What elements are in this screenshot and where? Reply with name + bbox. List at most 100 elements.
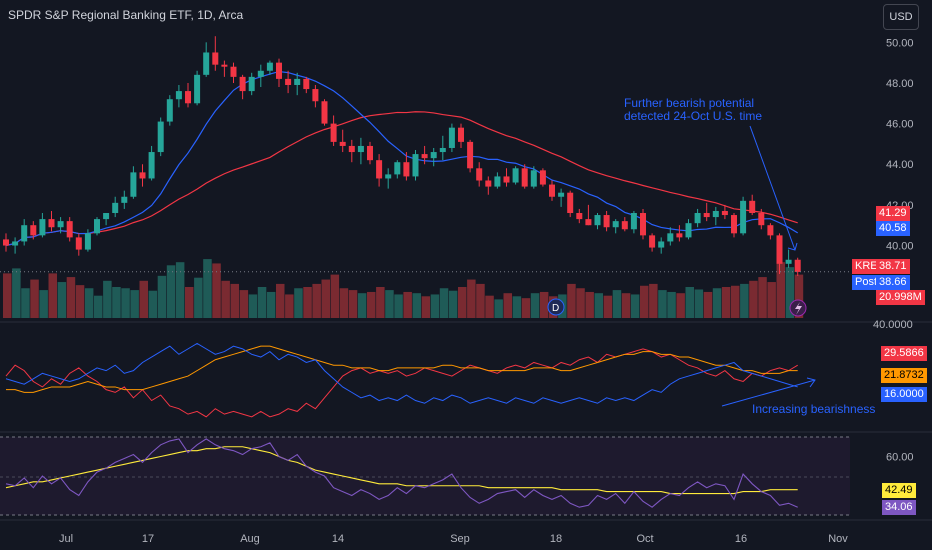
rsi-value-label: 34.06	[882, 500, 916, 515]
volume-bar	[84, 288, 94, 318]
candle	[603, 210, 610, 232]
x-tick-label: 14	[332, 533, 344, 545]
candle-body	[312, 89, 319, 102]
volume-bar	[658, 290, 667, 318]
dmi-value-label: 29.5866	[881, 346, 927, 361]
candle-body	[66, 221, 73, 238]
candle	[248, 72, 255, 96]
volume-bar	[330, 274, 340, 318]
chart-title: SPDR S&P Regional Banking ETF, 1D, Arca	[8, 8, 244, 22]
volume-bar	[157, 275, 167, 318]
candle-body	[139, 172, 146, 179]
candle	[558, 188, 565, 207]
volume-bar	[603, 295, 613, 318]
candle-body	[30, 225, 37, 236]
volume-bar	[458, 287, 467, 318]
candle-body	[257, 70, 264, 77]
candle	[494, 172, 501, 189]
volume-bar	[576, 288, 585, 318]
candle	[521, 164, 528, 189]
volume-bar	[476, 283, 485, 318]
volume-bar	[130, 290, 139, 318]
x-tick-label: 16	[735, 533, 747, 545]
candle-body	[640, 213, 646, 236]
candle-body	[567, 192, 574, 214]
price-tick-label: 44.00	[886, 159, 914, 171]
candle	[175, 84, 182, 108]
candle-body	[703, 213, 710, 218]
volume-bar	[66, 277, 76, 318]
candle-body	[758, 213, 765, 226]
volume-bar	[121, 288, 130, 318]
candle-body	[476, 168, 483, 181]
candle-body	[12, 241, 19, 246]
currency-button[interactable]: USD	[883, 4, 919, 30]
candle	[294, 72, 301, 96]
candle	[321, 99, 328, 126]
candle-body	[94, 219, 100, 234]
candle	[658, 237, 665, 254]
volume-bar	[339, 288, 349, 318]
candle	[649, 233, 656, 252]
candle	[594, 213, 601, 230]
volume-bar	[321, 279, 330, 318]
candle-body	[458, 127, 464, 142]
rsi-ma-value-label: 42.49	[882, 483, 916, 498]
candle-body	[103, 213, 110, 220]
candle-body	[421, 154, 428, 159]
volume-bar	[667, 291, 676, 318]
candle-body	[439, 147, 446, 153]
rsi-line	[5, 438, 798, 508]
volume-bar	[630, 294, 640, 318]
volume-bar	[785, 267, 795, 318]
volume-bar	[612, 290, 622, 318]
candle	[549, 180, 555, 201]
volume-label: 20.998M	[876, 290, 925, 305]
candle-body	[785, 259, 792, 264]
x-tick-label: 17	[142, 533, 154, 545]
candle-body	[84, 233, 91, 250]
volume-bar	[731, 285, 740, 318]
x-tick-label: Jul	[59, 533, 73, 545]
candle-body	[21, 225, 28, 242]
candle-body	[175, 91, 182, 100]
candle-body	[157, 121, 164, 153]
candle-body	[776, 235, 783, 264]
volume-bar	[21, 288, 30, 318]
candle-body	[494, 176, 501, 187]
candle	[767, 223, 774, 240]
candle	[12, 237, 19, 254]
volume-bar	[294, 288, 303, 318]
volume-bar	[230, 283, 239, 318]
volume-bar	[685, 287, 694, 318]
candle	[185, 82, 191, 108]
candle-body	[230, 66, 237, 77]
candle	[385, 168, 392, 189]
volume-bar	[367, 291, 376, 318]
candle	[576, 208, 583, 224]
candle-body	[321, 101, 328, 124]
volume-bar	[285, 294, 294, 318]
volume-bar	[185, 287, 194, 318]
candle	[312, 84, 319, 108]
candle	[694, 208, 701, 228]
candle-body	[239, 76, 246, 92]
candle-body	[394, 162, 401, 175]
candle-body	[731, 215, 737, 234]
candle	[685, 219, 692, 240]
volume-bar	[585, 291, 594, 318]
candle-body	[121, 196, 128, 203]
candle	[403, 152, 410, 181]
candle	[130, 166, 137, 199]
candle-body	[166, 99, 173, 122]
volume-bar	[439, 288, 449, 318]
candle	[585, 204, 592, 226]
x-tick-label: 18	[550, 533, 562, 545]
volume-bar	[239, 290, 249, 318]
price-tick-label: 40.00	[886, 241, 914, 253]
candle	[330, 115, 337, 146]
volume-bar	[430, 294, 440, 318]
candle-body	[667, 233, 674, 242]
candle	[139, 164, 146, 187]
candle	[448, 123, 455, 153]
